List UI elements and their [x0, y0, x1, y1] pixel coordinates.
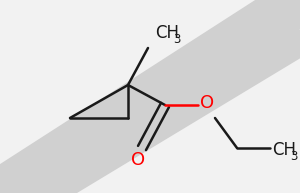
Text: 3: 3 [173, 33, 180, 46]
Text: CH: CH [155, 24, 179, 42]
Text: 3: 3 [290, 150, 297, 163]
Text: O: O [131, 151, 145, 169]
Text: O: O [200, 94, 214, 112]
Text: CH: CH [272, 141, 296, 159]
